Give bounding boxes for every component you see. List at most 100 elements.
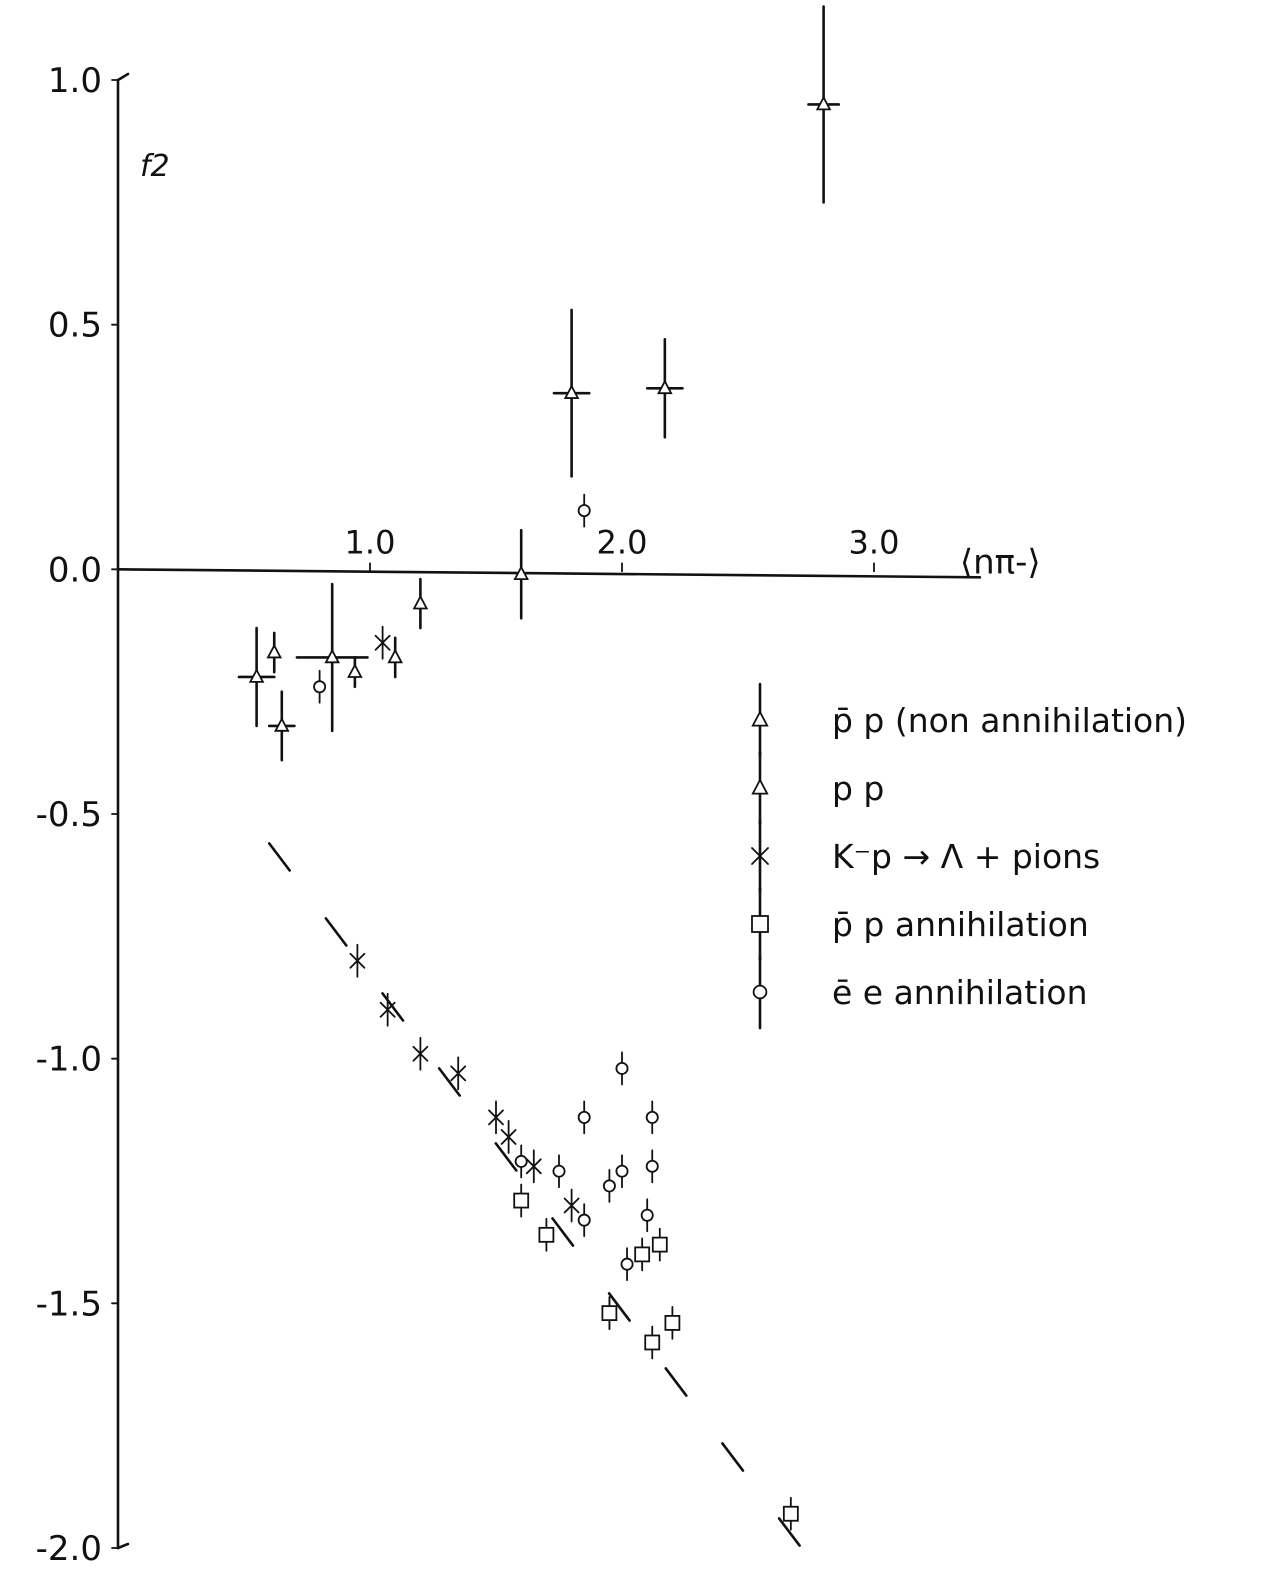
marker-triangle — [387, 648, 403, 664]
data-point — [615, 1154, 629, 1189]
series-0 — [513, 5, 841, 620]
data-point — [645, 1100, 659, 1135]
y-tick-label: 1.0 — [48, 61, 102, 101]
data-point — [513, 1183, 530, 1218]
data-point — [450, 1056, 467, 1091]
marker-triangle — [266, 643, 283, 659]
marker-x — [488, 1109, 504, 1126]
legend-label: p p — [832, 769, 884, 808]
data-point — [577, 1203, 591, 1238]
marker-square — [601, 1305, 618, 1322]
data-point — [267, 690, 296, 762]
data-point — [387, 636, 403, 679]
marker-x — [374, 634, 391, 651]
marker-triangle — [815, 95, 832, 111]
axes: 1.0 0.5 0.0 -0.5 -1.0 -1.5 -2.0 1.0 2.0 3.0 ⟨nπ-⟩ f… — [36, 61, 1041, 1569]
data-point — [313, 669, 327, 704]
marker-triangle — [324, 648, 340, 664]
data-point — [374, 625, 391, 660]
data-point — [782, 1496, 799, 1531]
marker-x — [563, 1197, 580, 1214]
marker-x — [450, 1065, 467, 1082]
data-point — [525, 1149, 542, 1184]
legend-item: p̄ p (non annihilation) — [751, 682, 1187, 758]
data-points — [237, 5, 841, 1531]
series-4 — [313, 493, 659, 1282]
data-point — [615, 1051, 629, 1086]
marker-x — [751, 847, 769, 865]
marker-square — [751, 915, 769, 933]
data-point — [552, 308, 591, 478]
marker-circle — [577, 504, 591, 518]
marker-square — [782, 1505, 799, 1522]
marker-circle — [552, 1164, 566, 1178]
marker-circle — [514, 1154, 528, 1168]
marker-circle — [577, 1213, 591, 1227]
x-axis-label: ⟨nπ-⟩ — [960, 542, 1041, 582]
y-axis-bottom-hook — [116, 1542, 130, 1550]
data-point — [664, 1306, 681, 1340]
data-point — [295, 582, 369, 733]
data-point — [488, 1100, 504, 1135]
legend-label: ē e annihilation — [832, 973, 1088, 1012]
marker-square — [634, 1246, 651, 1263]
legend-item: K⁻p → Λ + pions — [751, 818, 1100, 894]
marker-triangle — [657, 379, 673, 395]
data-point — [602, 1168, 616, 1203]
marker-circle — [577, 1110, 591, 1124]
series-3 — [513, 1183, 799, 1531]
data-point — [645, 1149, 659, 1184]
legend-label: p̄ p (non annihilation) — [832, 701, 1187, 740]
y-tick-label: -1.0 — [36, 1040, 102, 1080]
data-point — [634, 1237, 651, 1272]
dashed-reference-line — [267, 842, 825, 1579]
legend-item: ē e annihilation — [752, 954, 1088, 1030]
y-axis-label: f2 — [140, 149, 170, 184]
marker-x — [379, 1001, 396, 1018]
marker-circle — [645, 1110, 659, 1124]
x-axis-line — [116, 568, 982, 579]
y-axis-top-hook — [116, 72, 130, 82]
marker-circle — [615, 1061, 629, 1075]
data-point — [552, 1154, 566, 1189]
y-tick-label: 0.0 — [48, 550, 102, 590]
x-tick-label: 1.0 — [345, 523, 396, 561]
legend-label: K⁻p → Λ + pions — [832, 837, 1100, 876]
data-point — [644, 1325, 661, 1360]
x-tick-label: 2.0 — [597, 523, 648, 561]
marker-triangle — [513, 565, 529, 581]
data-point — [349, 943, 366, 978]
data-point — [500, 1120, 517, 1154]
marker-circle — [640, 1208, 654, 1222]
marker-x — [412, 1045, 429, 1062]
marker-triangle — [751, 710, 769, 727]
data-point — [513, 528, 529, 620]
marker-square — [651, 1236, 668, 1253]
data-point — [266, 631, 283, 674]
marker-x — [349, 952, 366, 969]
marker-circle — [602, 1179, 616, 1193]
y-tick-label: 0.5 — [48, 306, 102, 346]
data-point — [563, 1188, 580, 1223]
data-point — [514, 1144, 528, 1179]
y-tick-label: -0.5 — [36, 795, 102, 835]
data-point — [347, 656, 363, 689]
data-point — [412, 577, 429, 630]
data-point — [620, 1247, 634, 1282]
data-point — [237, 626, 276, 728]
marker-circle — [645, 1159, 659, 1173]
data-point — [640, 1198, 654, 1233]
marker-circle — [620, 1257, 634, 1271]
marker-circle — [615, 1164, 629, 1178]
data-point — [379, 992, 396, 1027]
marker-triangle — [347, 663, 363, 678]
data-point — [577, 493, 591, 528]
y-tick-label: -2.0 — [36, 1529, 102, 1569]
marker-square — [644, 1334, 661, 1351]
data-point — [601, 1296, 618, 1331]
marker-square — [513, 1192, 530, 1209]
marker-triangle — [751, 778, 769, 795]
data-point — [538, 1217, 555, 1252]
marker-circle — [313, 680, 327, 694]
marker-x — [500, 1129, 517, 1145]
